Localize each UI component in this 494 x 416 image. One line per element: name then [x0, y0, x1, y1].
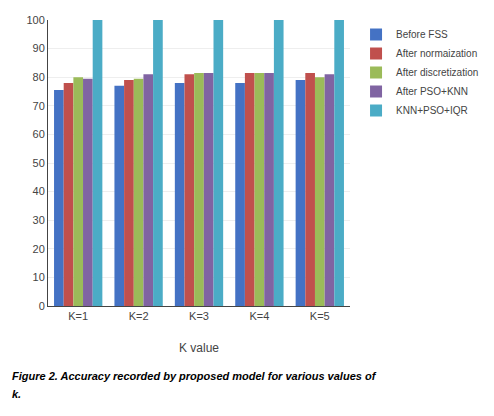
- svg-text:K=3: K=3: [189, 310, 209, 322]
- svg-text:70: 70: [33, 100, 45, 112]
- svg-text:K=5: K=5: [310, 310, 330, 322]
- svg-text:50: 50: [33, 157, 45, 169]
- svg-text:20: 20: [33, 243, 45, 255]
- svg-text:90: 90: [33, 42, 45, 54]
- svg-text:0: 0: [39, 300, 45, 312]
- svg-text:K=1: K=1: [68, 310, 88, 322]
- svg-text:k.: k.: [12, 388, 21, 400]
- svg-text:KNN+PSO+IQR: KNN+PSO+IQR: [396, 105, 468, 116]
- svg-text:After PSO+KNN: After PSO+KNN: [396, 86, 468, 97]
- svg-text:Before FSS: Before FSS: [396, 29, 448, 40]
- svg-text:10: 10: [33, 271, 45, 283]
- svg-text:K value: K value: [179, 341, 219, 355]
- svg-text:After normaization: After normaization: [396, 48, 477, 59]
- svg-text:60: 60: [33, 128, 45, 140]
- svg-text:30: 30: [33, 214, 45, 226]
- svg-text:40: 40: [33, 185, 45, 197]
- svg-text:100: 100: [26, 14, 44, 26]
- svg-text:80: 80: [33, 71, 45, 83]
- svg-text:Figure 2. Accuracy recorded by: Figure 2. Accuracy recorded by proposed …: [12, 370, 377, 382]
- svg-text:After discretization: After discretization: [396, 67, 478, 78]
- svg-text:K=2: K=2: [129, 310, 149, 322]
- svg-text:K=4: K=4: [249, 310, 269, 322]
